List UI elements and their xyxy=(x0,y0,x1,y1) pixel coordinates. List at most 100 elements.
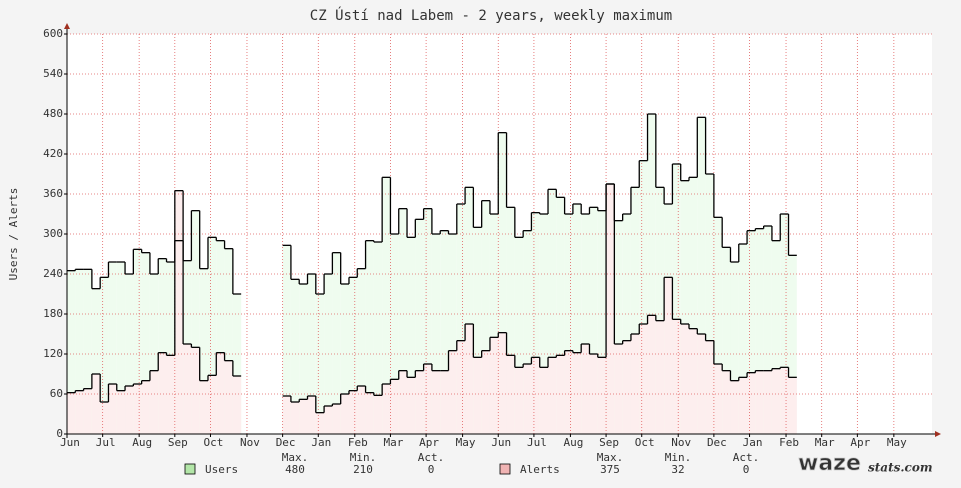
area-fill xyxy=(689,328,698,434)
area-fill xyxy=(788,377,797,434)
legend-header: Act. xyxy=(733,451,760,464)
area-fill xyxy=(133,384,142,434)
x-tick-label: Dec xyxy=(276,436,296,449)
area-fill xyxy=(75,390,84,434)
area-fill xyxy=(763,370,772,434)
area-fill xyxy=(365,240,374,434)
legend-stat: 210 xyxy=(353,463,373,476)
area-fill xyxy=(407,377,416,434)
legend-header: Min. xyxy=(350,451,377,464)
x-tick-label: Dec xyxy=(707,436,727,449)
area-fill xyxy=(689,177,698,435)
area-fill xyxy=(780,214,789,434)
area-fill xyxy=(473,227,482,434)
area-fill xyxy=(183,344,192,434)
area-fill xyxy=(191,347,200,434)
area-fill xyxy=(539,367,549,434)
area-fill xyxy=(166,262,175,434)
area-fill xyxy=(423,208,432,434)
area-fill xyxy=(713,364,723,434)
area-fill xyxy=(431,370,441,434)
area-fill xyxy=(340,284,349,434)
area-fill xyxy=(763,226,772,434)
area-fill xyxy=(664,277,673,434)
area-fill xyxy=(149,370,159,434)
area-fill xyxy=(647,114,656,434)
x-tick-label: May xyxy=(456,436,476,449)
area-fill xyxy=(282,396,291,434)
area-fill xyxy=(639,324,648,434)
y-tick-label: 540 xyxy=(43,67,63,80)
legend-stat: 32 xyxy=(671,463,684,476)
area-fill xyxy=(108,384,117,434)
area-fill xyxy=(672,164,681,434)
x-tick-label: Nov xyxy=(671,436,691,449)
y-tick-label: 0 xyxy=(56,427,63,440)
x-tick-label: Apr xyxy=(850,436,870,449)
area-fill xyxy=(390,379,399,434)
area-fill xyxy=(382,177,391,435)
area-fill xyxy=(705,340,714,434)
area-fill xyxy=(531,357,540,434)
area-fill xyxy=(622,340,631,434)
area-fill xyxy=(572,352,582,434)
area-fill xyxy=(448,234,457,434)
legend-header: Max. xyxy=(597,451,624,464)
area-fill xyxy=(697,334,706,434)
x-tick-label: Jul xyxy=(96,436,116,449)
legend-swatch xyxy=(499,463,511,475)
area-fill xyxy=(539,214,549,434)
area-fill xyxy=(348,277,358,434)
area-fill xyxy=(614,344,623,434)
area-fill xyxy=(174,190,184,434)
area-fill xyxy=(655,320,665,434)
area-fill xyxy=(207,237,217,434)
area-fill xyxy=(324,406,333,434)
area-fill xyxy=(465,324,474,434)
y-tick-label: 600 xyxy=(43,27,63,40)
area-fill xyxy=(622,214,631,434)
x-tick-label: Feb xyxy=(779,436,799,449)
x-tick-label: Aug xyxy=(563,436,583,449)
area-fill xyxy=(100,277,109,434)
area-fill xyxy=(407,237,416,434)
area-fill xyxy=(100,402,109,434)
area-fill xyxy=(415,370,424,434)
area-fill xyxy=(697,117,706,434)
x-tick-label: Oct xyxy=(204,436,224,449)
area-fill xyxy=(630,187,640,434)
area-fill xyxy=(481,350,490,434)
x-tick-label: Jan xyxy=(311,436,331,449)
area-fill xyxy=(523,364,532,434)
logo-waze: waze xyxy=(798,451,861,476)
area-fill xyxy=(307,396,316,434)
area-fill xyxy=(506,355,515,434)
area-fill xyxy=(382,384,391,434)
area-fill xyxy=(423,364,432,434)
y-axis-label: Users / Alerts xyxy=(7,188,20,281)
y-tick-label: 180 xyxy=(43,307,63,320)
legend-header: Max. xyxy=(282,451,309,464)
x-tick-label: Feb xyxy=(348,436,368,449)
area-fill xyxy=(290,402,300,434)
area-fill xyxy=(564,350,573,434)
area-fill xyxy=(332,404,341,434)
area-fill xyxy=(91,374,101,434)
area-fill xyxy=(639,160,648,434)
area-fill xyxy=(141,252,150,434)
x-axis-arrow xyxy=(935,431,941,437)
legend-label: Alerts xyxy=(520,463,560,476)
area-fill xyxy=(771,240,781,434)
area-fill xyxy=(158,352,167,434)
area-fill xyxy=(315,294,325,434)
area-fill xyxy=(606,184,615,434)
x-tick-label: Sep xyxy=(168,436,188,449)
x-tick-label: Nov xyxy=(240,436,260,449)
area-fill xyxy=(282,245,291,434)
area-fill xyxy=(448,350,457,434)
area-fill xyxy=(722,247,731,434)
area-fill xyxy=(730,380,739,434)
logo-stats: stats.com xyxy=(868,461,933,475)
